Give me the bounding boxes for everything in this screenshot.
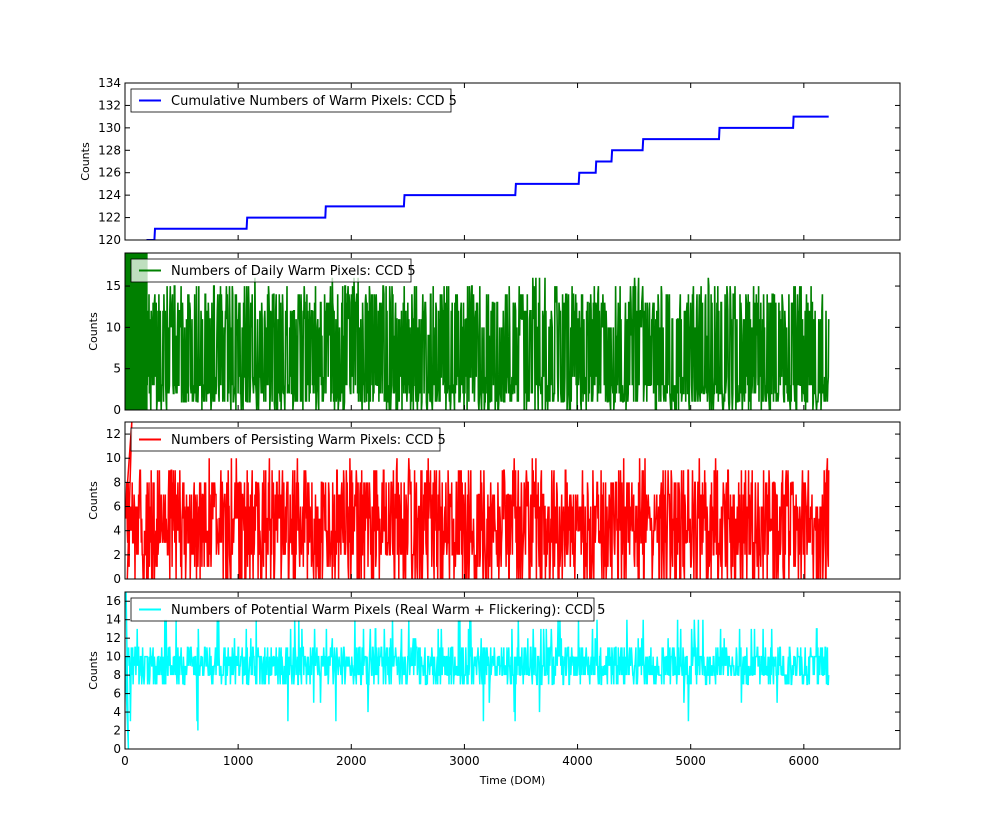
panel-4: 0 2 4 6 8 10 12 14 16 0 1000 2000 3000 4000 5000 6000 Co… <box>87 591 901 787</box>
legend: Cumulative Numbers of Warm Pixels: CCD 5 <box>130 88 457 113</box>
y-tick-label: 15 <box>106 279 121 293</box>
y-axis-label: Counts <box>79 142 92 181</box>
x-tick-label: 1000 <box>223 754 254 768</box>
x-tick-label: 4000 <box>562 754 593 768</box>
y-tick-label: 4 <box>113 524 121 538</box>
y-tick-label: 132 <box>98 98 121 112</box>
legend-label: Numbers of Daily Warm Pixels: CCD 5 <box>171 264 416 279</box>
y-tick-label: 126 <box>98 166 121 180</box>
series-dense-block <box>125 253 148 410</box>
y-tick-label: 10 <box>106 451 121 465</box>
y-tick-label: 8 <box>113 475 121 489</box>
legend-box <box>130 597 595 622</box>
x-tick-label: 0 <box>121 754 129 768</box>
axes-frame <box>124 252 901 411</box>
x-tick-label: 2000 <box>336 754 367 768</box>
y-tick-label: 12 <box>106 631 121 645</box>
y-tick-label: 134 <box>98 76 121 90</box>
panel-1: 120 122 124 126 128 130 132 134 Counts Cumulative… <box>79 76 901 247</box>
legend-box <box>130 427 441 452</box>
legend: Numbers of Persisting Warm Pixels: CCD 5 <box>130 427 446 452</box>
series-line <box>146 115 829 240</box>
y-tick-label: 2 <box>113 724 121 738</box>
y-tick-label: 6 <box>113 500 121 514</box>
x-tick-label: 6000 <box>789 754 820 768</box>
axes-frame <box>124 591 901 750</box>
series-line <box>125 422 830 579</box>
series-group <box>125 253 830 410</box>
series-line <box>125 592 830 749</box>
panel-2: 0 5 10 15 Counts Numbers of Daily Warm Pixels… <box>87 252 901 417</box>
series-line <box>125 253 830 410</box>
y-tick-label: 124 <box>98 188 121 202</box>
y-axis-label: Counts <box>87 481 100 520</box>
y-tick-label: 8 <box>113 668 121 682</box>
y-tick-label: 10 <box>106 320 121 334</box>
legend-label: Numbers of Persisting Warm Pixels: CCD 5 <box>171 433 446 448</box>
y-tick-label: 0 <box>113 572 121 586</box>
y-tick-label: 120 <box>98 233 121 247</box>
y-tick-label: 0 <box>113 403 121 417</box>
y-tick-label: 122 <box>98 211 121 225</box>
legend: Numbers of Potential Warm Pixels (Real W… <box>130 597 605 622</box>
x-tick-label: 3000 <box>449 754 480 768</box>
series-group <box>125 422 830 579</box>
x-axis-label: Time (DOM) <box>479 774 546 787</box>
y-tick-label: 5 <box>113 362 121 376</box>
legend-label: Cumulative Numbers of Warm Pixels: CCD 5 <box>171 94 457 109</box>
panel-3: 0 2 4 6 8 10 12 Counts Numbers of Persisting War… <box>87 421 901 586</box>
y-tick-label: 2 <box>113 548 121 562</box>
x-tick-label: 5000 <box>675 754 706 768</box>
y-tick-label: 130 <box>98 121 121 135</box>
y-tick-label: 16 <box>106 594 121 608</box>
series-group <box>146 115 829 240</box>
y-axis-label: Counts <box>87 312 100 351</box>
y-axis-label: Counts <box>87 651 100 690</box>
legend-label: Numbers of Potential Warm Pixels (Real W… <box>171 603 605 618</box>
legend-box <box>130 258 412 283</box>
y-tick-label: 0 <box>113 742 121 756</box>
y-tick-label: 14 <box>106 613 121 627</box>
y-tick-label: 4 <box>113 705 121 719</box>
axes-frame <box>124 82 901 241</box>
y-tick-label: 6 <box>113 687 121 701</box>
axes-frame <box>124 421 901 580</box>
series-group <box>125 592 830 749</box>
y-tick-label: 128 <box>98 143 121 157</box>
legend: Numbers of Daily Warm Pixels: CCD 5 <box>130 258 416 283</box>
y-tick-label: 12 <box>106 427 121 441</box>
legend-box <box>130 88 452 113</box>
y-tick-label: 10 <box>106 650 121 664</box>
